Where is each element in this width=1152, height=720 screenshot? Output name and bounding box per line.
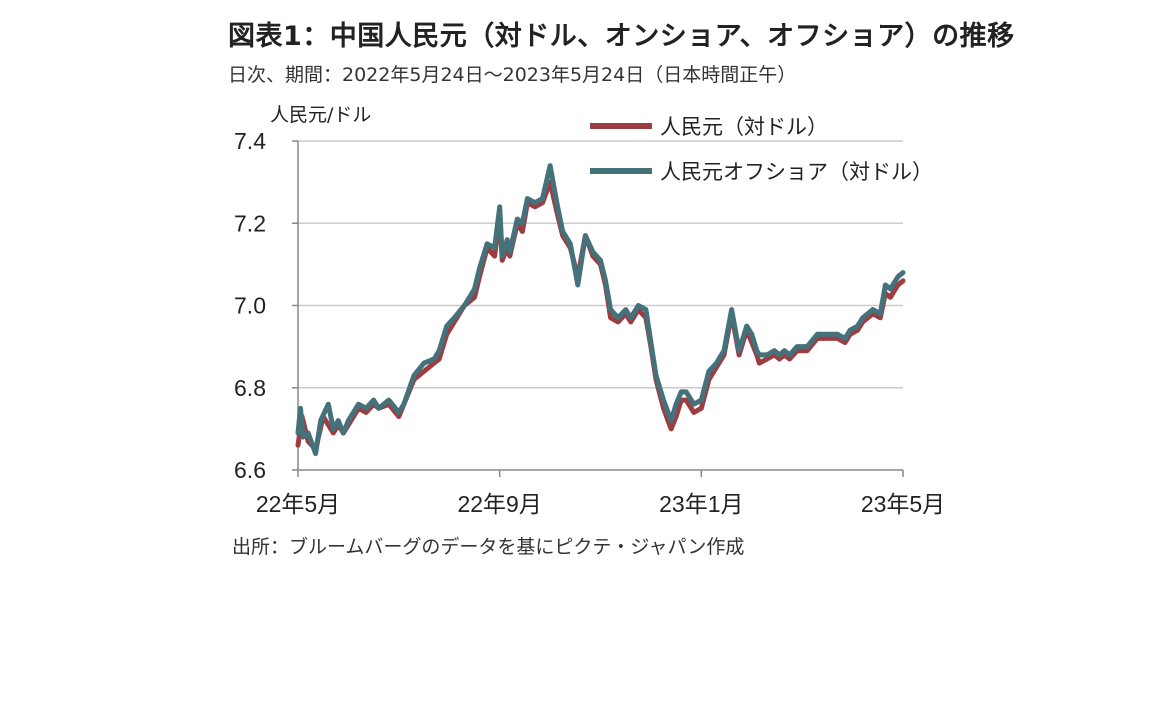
x-tick-labels: 22年5月 22年9月 23年1月 23年5月: [256, 491, 945, 517]
x-tick-label: 22年5月: [256, 491, 340, 517]
y-tick-label: 6.6: [234, 457, 266, 483]
gridlines: [298, 140, 903, 389]
series-line-offshore: [295, 163, 906, 457]
y-tick-label: 7.0: [234, 293, 266, 319]
legend-label-onshore: 人民元（対ドル）: [660, 115, 828, 139]
x-tick-label: 22年9月: [457, 491, 541, 517]
x-tick-label: 23年5月: [861, 491, 945, 517]
series-line-onshore: [295, 179, 906, 452]
y-axis-label: 人民元/ドル: [270, 104, 371, 126]
series-lines: [295, 163, 906, 457]
axes: [292, 140, 904, 477]
y-tick-labels: 6.6 6.8 7.0 7.2 7.4: [234, 128, 266, 483]
y-tick-label: 6.8: [234, 375, 266, 401]
y-tick-label: 7.2: [234, 210, 266, 236]
legend-label-offshore: 人民元オフショア（対ドル）: [660, 160, 933, 184]
chart-subtitle: 日次、期間：2022年5月24日～2023年5月24日（日本時間正午）: [228, 64, 797, 86]
chart-title: 図表1：中国人民元（対ドル、オンショア、オフショア）の推移: [228, 21, 1015, 52]
y-tick-label: 7.4: [234, 128, 266, 154]
source-note: 出所：ブルームバーグのデータを基にピクテ・ジャパン作成: [232, 536, 745, 558]
x-tick-label: 23年1月: [659, 491, 743, 517]
legend: 人民元（対ドル） 人民元オフショア（対ドル）: [590, 115, 933, 184]
